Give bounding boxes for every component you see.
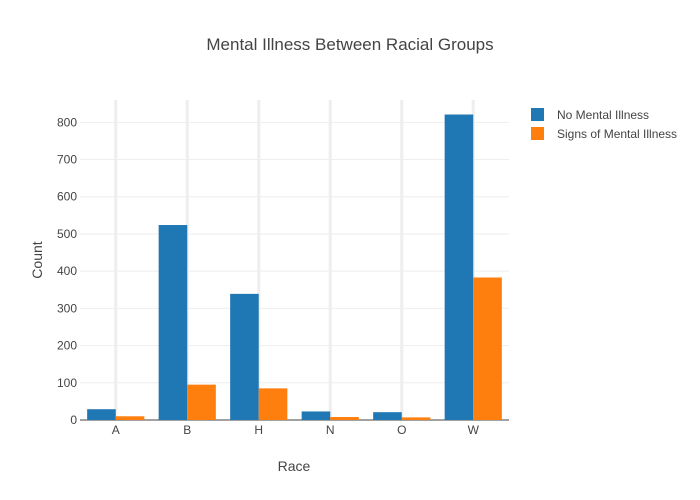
bar-B-series-0[interactable] (158, 225, 188, 420)
bar-N-series-1[interactable] (330, 417, 359, 420)
y-tick-label: 300 (57, 301, 77, 315)
y-tick-label: 200 (57, 339, 77, 353)
legend-item-signs-of-mental-illness[interactable]: Signs of Mental Illness (531, 127, 677, 141)
x-tick-label: A (112, 423, 120, 437)
bar-N-series-0[interactable] (301, 411, 331, 420)
bar-A-series-0[interactable] (87, 409, 116, 420)
bar-H-series-0[interactable] (230, 293, 259, 420)
y-axis-title: Count (29, 241, 45, 278)
y-tick-label: 100 (57, 376, 77, 390)
y-tick-label: 400 (57, 264, 77, 278)
y-tick-label: 600 (57, 190, 77, 204)
y-tick-label: 700 (57, 153, 77, 167)
grid-layer (80, 100, 509, 421)
bar-O-series-0[interactable] (373, 412, 402, 420)
y-tick-label: 800 (57, 115, 77, 129)
x-tick-label: B (183, 423, 191, 437)
bar-W-series-0[interactable] (444, 114, 474, 420)
legend-swatch-no-mental-illness (531, 108, 544, 121)
legend-label-signs-of-mental-illness: Signs of Mental Illness (557, 127, 677, 141)
bar-H-series-1[interactable] (258, 388, 288, 420)
bars-layer (87, 114, 502, 420)
y-tick-label: 500 (57, 227, 77, 241)
x-axis-title: Race (278, 458, 311, 474)
legend[interactable]: No Mental Illness Signs of Mental Illnes… (531, 108, 677, 141)
bar-O-series-1[interactable] (401, 417, 431, 420)
bar-A-series-1[interactable] (115, 416, 145, 420)
legend-label-no-mental-illness: No Mental Illness (557, 108, 649, 122)
chart-title: Mental Illness Between Racial Groups (206, 35, 493, 54)
y-tick-label: 0 (70, 413, 77, 427)
y-tick-labels: 0 100 200 300 400 500 600 700 800 (57, 115, 77, 427)
x-tick-label: O (397, 423, 406, 437)
x-tick-label: H (254, 423, 263, 437)
legend-swatch-signs-of-mental-illness (531, 127, 544, 140)
x-tick-label: W (468, 423, 480, 437)
legend-item-no-mental-illness[interactable]: No Mental Illness (531, 108, 649, 122)
bar-W-series-1[interactable] (473, 277, 502, 420)
x-tick-label: N (326, 423, 335, 437)
bar-B-series-1[interactable] (187, 384, 216, 420)
